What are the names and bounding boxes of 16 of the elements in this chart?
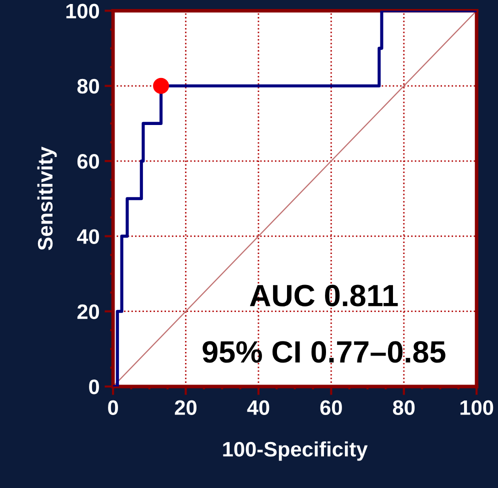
x-tick-label: 40: [247, 400, 270, 415]
annotation: AUC 0.811: [250, 284, 398, 306]
y-tick-label: 100: [66, 4, 99, 18]
x-tick-label: 80: [392, 400, 415, 415]
x-tick-label: 60: [320, 400, 342, 415]
y-axis-title: Sensitivity: [37, 146, 57, 250]
x-tick-label: 0: [108, 400, 118, 415]
x-axis-title: 100-Specificity: [223, 441, 368, 461]
x-tick-label: 100: [460, 400, 494, 415]
y-tick-label: 60: [77, 154, 99, 169]
annotation: 95% CI 0.77–0.85: [202, 341, 446, 363]
y-tick-label: 40: [76, 229, 99, 244]
y-tick-label: 80: [77, 78, 99, 94]
x-tick-label: 20: [174, 400, 196, 415]
y-tick-label: 0: [89, 379, 99, 394]
y-tick-label: 20: [77, 304, 99, 320]
